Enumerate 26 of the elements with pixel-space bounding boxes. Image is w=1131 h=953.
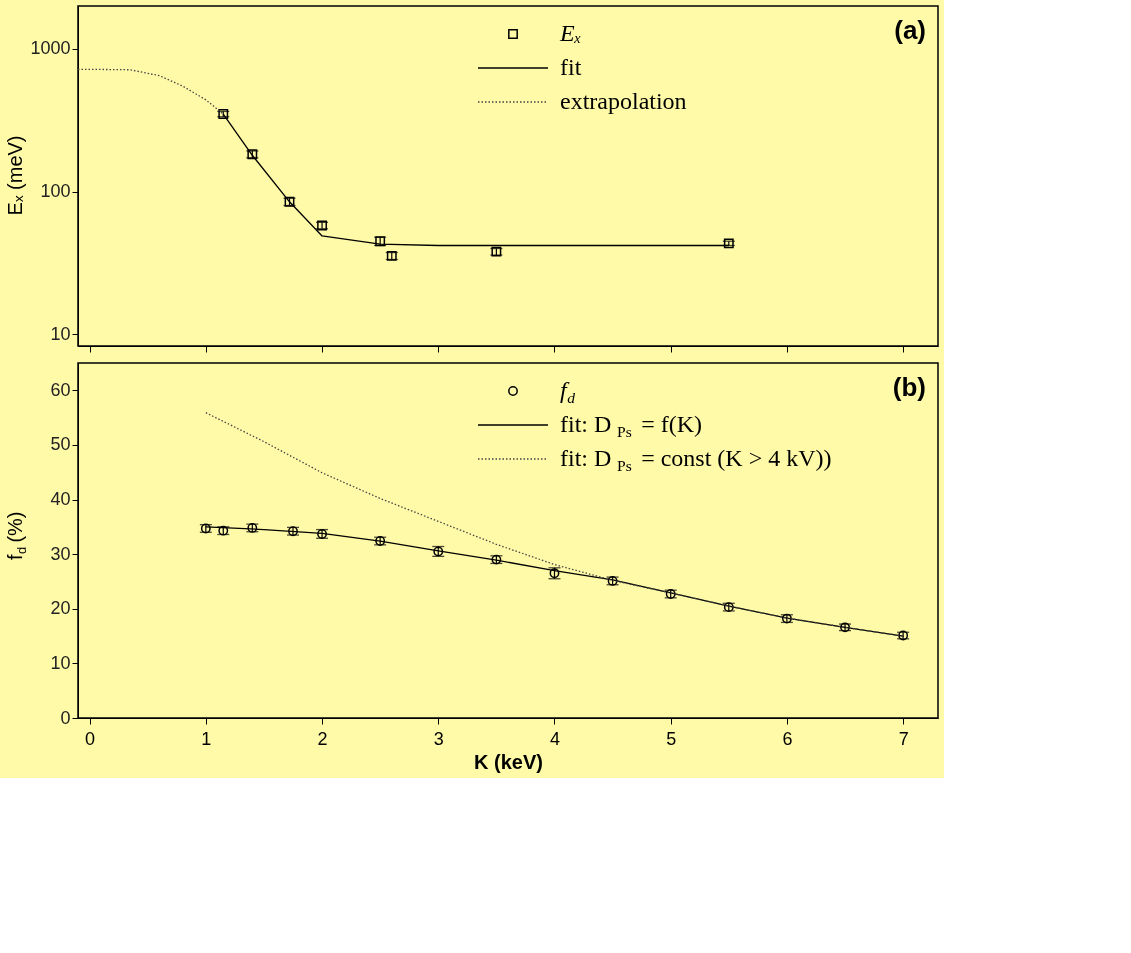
y-tick-label: 1000 (30, 38, 71, 59)
legend-label: fit (560, 54, 582, 80)
x-tick-label: 1 (201, 728, 212, 749)
x-tick-label: 6 (782, 728, 793, 749)
y-tick-label: 20 (50, 598, 71, 619)
x-tick-label: 3 (433, 728, 444, 749)
legend-label: Eₓ (559, 20, 582, 46)
x-tick-label: 5 (666, 728, 677, 749)
legend-label: extrapolation (560, 88, 687, 114)
y-tick-label: 40 (50, 489, 71, 510)
y-tick-label: 30 (50, 543, 71, 564)
annotation: (b) (892, 372, 926, 402)
x-tick-label: 2 (317, 728, 328, 749)
x-tick-label: 7 (898, 728, 909, 749)
x-tick-label: 4 (549, 728, 560, 749)
annotation: (a) (894, 15, 926, 45)
y-axis-title: Eₓ (meV) (4, 135, 26, 216)
x-tick-label: 0 (85, 728, 96, 749)
y-axis-title: fd (%) (4, 511, 29, 561)
y-tick-label: 50 (50, 434, 71, 455)
y-tick-label: 100 (40, 181, 71, 202)
y-tick-label: 60 (50, 379, 71, 400)
x-axis-title: K (keV) (474, 750, 543, 773)
y-tick-label: 10 (50, 652, 71, 673)
y-tick-label: 0 (60, 707, 71, 728)
y-tick-label: 10 (50, 323, 71, 344)
